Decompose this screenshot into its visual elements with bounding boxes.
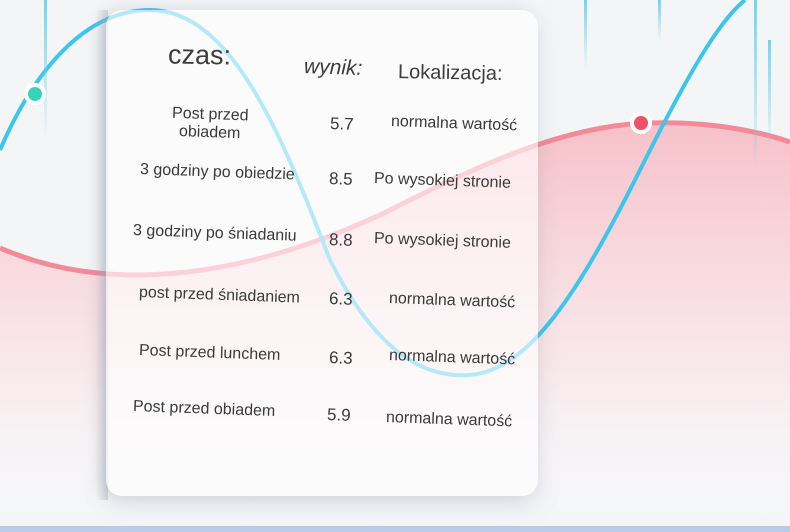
- row-6-score: 5.9: [326, 405, 351, 425]
- drip-line: [768, 40, 771, 150]
- red-marker: [630, 112, 652, 134]
- row-5-score: 6.3: [328, 348, 353, 368]
- row-2-score: 8.5: [328, 169, 353, 189]
- drip-line: [584, 0, 587, 68]
- header-location: Lokalizacja:: [397, 61, 503, 85]
- header-score: wynik:: [303, 54, 363, 81]
- row-3-score: 8.8: [328, 230, 353, 250]
- drip-line: [44, 0, 47, 140]
- row-1-score: 5.7: [329, 114, 354, 134]
- green-marker: [24, 83, 46, 105]
- row-1-time: Post przed obiadem: [171, 104, 249, 143]
- results-card: [106, 10, 538, 496]
- row-4-score: 6.3: [328, 289, 353, 309]
- drip-line: [754, 0, 757, 175]
- drip-line: [658, 0, 661, 40]
- bottom-strip: [0, 526, 790, 532]
- header-time: czas:: [167, 39, 232, 71]
- card-shadow: [96, 10, 108, 500]
